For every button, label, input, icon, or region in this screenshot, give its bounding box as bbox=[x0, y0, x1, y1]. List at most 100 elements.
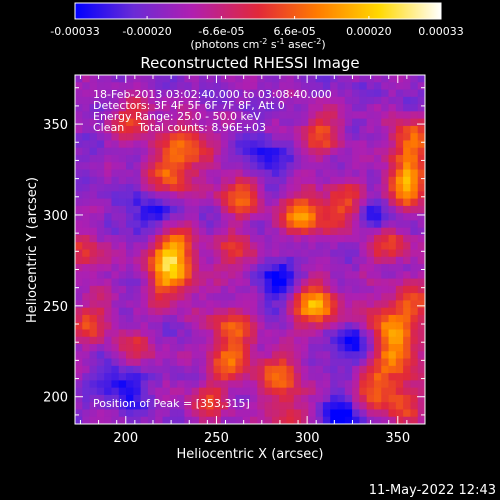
heatmap-cell bbox=[191, 184, 200, 192]
heatmap-cell bbox=[359, 169, 368, 178]
heatmap-cell bbox=[352, 213, 360, 221]
heatmap-cell bbox=[286, 242, 295, 250]
heatmap-cell bbox=[381, 104, 389, 112]
heatmap-cell bbox=[140, 380, 149, 389]
heatmap-cell bbox=[352, 409, 360, 418]
heatmap-cell bbox=[322, 271, 331, 279]
heatmap-cell bbox=[366, 133, 375, 141]
heatmap-cell bbox=[250, 89, 258, 98]
heatmap-cell bbox=[257, 336, 265, 345]
annotation-clean: Clean Total counts: 8.96E+03 bbox=[93, 121, 266, 134]
heatmap-cell bbox=[111, 300, 120, 309]
heatmap-cell bbox=[279, 344, 287, 352]
heatmap-cell bbox=[169, 75, 178, 83]
heatmap-cell bbox=[198, 191, 207, 199]
heatmap-cell bbox=[191, 75, 200, 83]
heatmap-cell bbox=[89, 104, 98, 112]
heatmap-cell bbox=[235, 256, 244, 265]
heatmap-cell bbox=[403, 249, 411, 258]
heatmap-cell bbox=[213, 271, 222, 279]
heatmap-cell bbox=[133, 264, 142, 272]
heatmap-cell bbox=[126, 227, 134, 236]
heatmap-cell bbox=[133, 307, 142, 316]
heatmap-cell bbox=[279, 133, 287, 141]
heatmap-cell bbox=[330, 176, 338, 185]
heatmap-cell bbox=[126, 394, 134, 403]
heatmap-cell bbox=[293, 394, 302, 403]
heatmap-cell bbox=[162, 416, 171, 425]
heatmap-cell bbox=[257, 205, 265, 214]
heatmap-cell bbox=[315, 111, 324, 120]
heatmap-cell bbox=[75, 133, 83, 141]
heatmap-cell bbox=[344, 234, 353, 243]
heatmap-cell bbox=[264, 227, 273, 236]
heatmap-cell bbox=[126, 220, 134, 229]
heatmap-cell bbox=[315, 416, 324, 425]
heatmap-cell bbox=[373, 242, 382, 250]
heatmap-cell bbox=[337, 416, 346, 425]
heatmap-cell bbox=[242, 264, 251, 272]
heatmap-cell bbox=[206, 271, 214, 279]
heatmap-cell bbox=[250, 293, 258, 301]
heatmap-cell bbox=[155, 293, 163, 301]
heatmap-cell bbox=[403, 271, 411, 279]
heatmap-cell bbox=[395, 285, 404, 294]
heatmap-cell bbox=[403, 264, 411, 272]
heatmap-cell bbox=[140, 271, 149, 279]
heatmap-cell bbox=[410, 169, 419, 178]
heatmap-cell bbox=[373, 329, 382, 338]
heatmap-cell bbox=[169, 125, 178, 134]
heatmap-cell bbox=[264, 373, 273, 381]
heatmap-cell bbox=[133, 89, 142, 98]
heatmap-cell bbox=[126, 96, 134, 105]
heatmap-cell bbox=[133, 351, 142, 359]
heatmap-cell bbox=[250, 111, 258, 120]
heatmap-cell bbox=[403, 242, 411, 250]
heatmap-cell bbox=[308, 358, 317, 367]
heatmap-cell bbox=[220, 278, 229, 287]
heatmap-cell bbox=[147, 329, 156, 338]
heatmap-cell bbox=[403, 351, 411, 359]
heatmap-cell bbox=[169, 140, 178, 149]
heatmap-cell bbox=[140, 169, 149, 178]
heatmap-cell bbox=[177, 300, 185, 309]
heatmap-cell bbox=[250, 220, 258, 229]
heatmap-cell bbox=[315, 176, 324, 185]
x-tick-label: 300 bbox=[295, 431, 320, 446]
heatmap-cell bbox=[301, 213, 309, 221]
heatmap-cell bbox=[89, 213, 98, 221]
heatmap-cell bbox=[301, 82, 309, 90]
heatmap-cell bbox=[82, 249, 90, 258]
heatmap-cell bbox=[315, 104, 324, 112]
heatmap-cell bbox=[228, 242, 236, 250]
heatmap-cell bbox=[89, 111, 98, 120]
heatmap-cell bbox=[352, 96, 360, 105]
heatmap-cell bbox=[82, 140, 90, 149]
heatmap-cell bbox=[395, 293, 404, 301]
heatmap-cell bbox=[228, 140, 236, 149]
heatmap-cell bbox=[96, 380, 105, 389]
heatmap-cell bbox=[184, 147, 193, 156]
heatmap-cell bbox=[235, 329, 244, 338]
heatmap-cell bbox=[308, 394, 317, 403]
heatmap-cell bbox=[191, 322, 200, 330]
heatmap-cell bbox=[410, 227, 419, 236]
heatmap-cell bbox=[111, 358, 120, 367]
heatmap-cell bbox=[352, 278, 360, 287]
heatmap-cell bbox=[155, 205, 163, 214]
heatmap-cell bbox=[184, 162, 193, 170]
heatmap-cell bbox=[257, 307, 265, 316]
heatmap-cell bbox=[373, 191, 382, 199]
heatmap-cell bbox=[293, 140, 302, 149]
footer-timestamp: 11-May-2022 12:43 bbox=[369, 483, 496, 498]
heatmap-cell bbox=[410, 147, 419, 156]
heatmap-cell bbox=[264, 329, 273, 338]
heatmap-cell bbox=[315, 351, 324, 359]
heatmap-cell bbox=[228, 198, 236, 207]
heatmap-cell bbox=[169, 96, 178, 105]
heatmap-cell bbox=[257, 344, 265, 352]
heatmap-cell bbox=[96, 184, 105, 192]
heatmap-cell bbox=[206, 256, 214, 265]
heatmap-cell bbox=[352, 256, 360, 265]
heatmap-cell bbox=[322, 198, 331, 207]
